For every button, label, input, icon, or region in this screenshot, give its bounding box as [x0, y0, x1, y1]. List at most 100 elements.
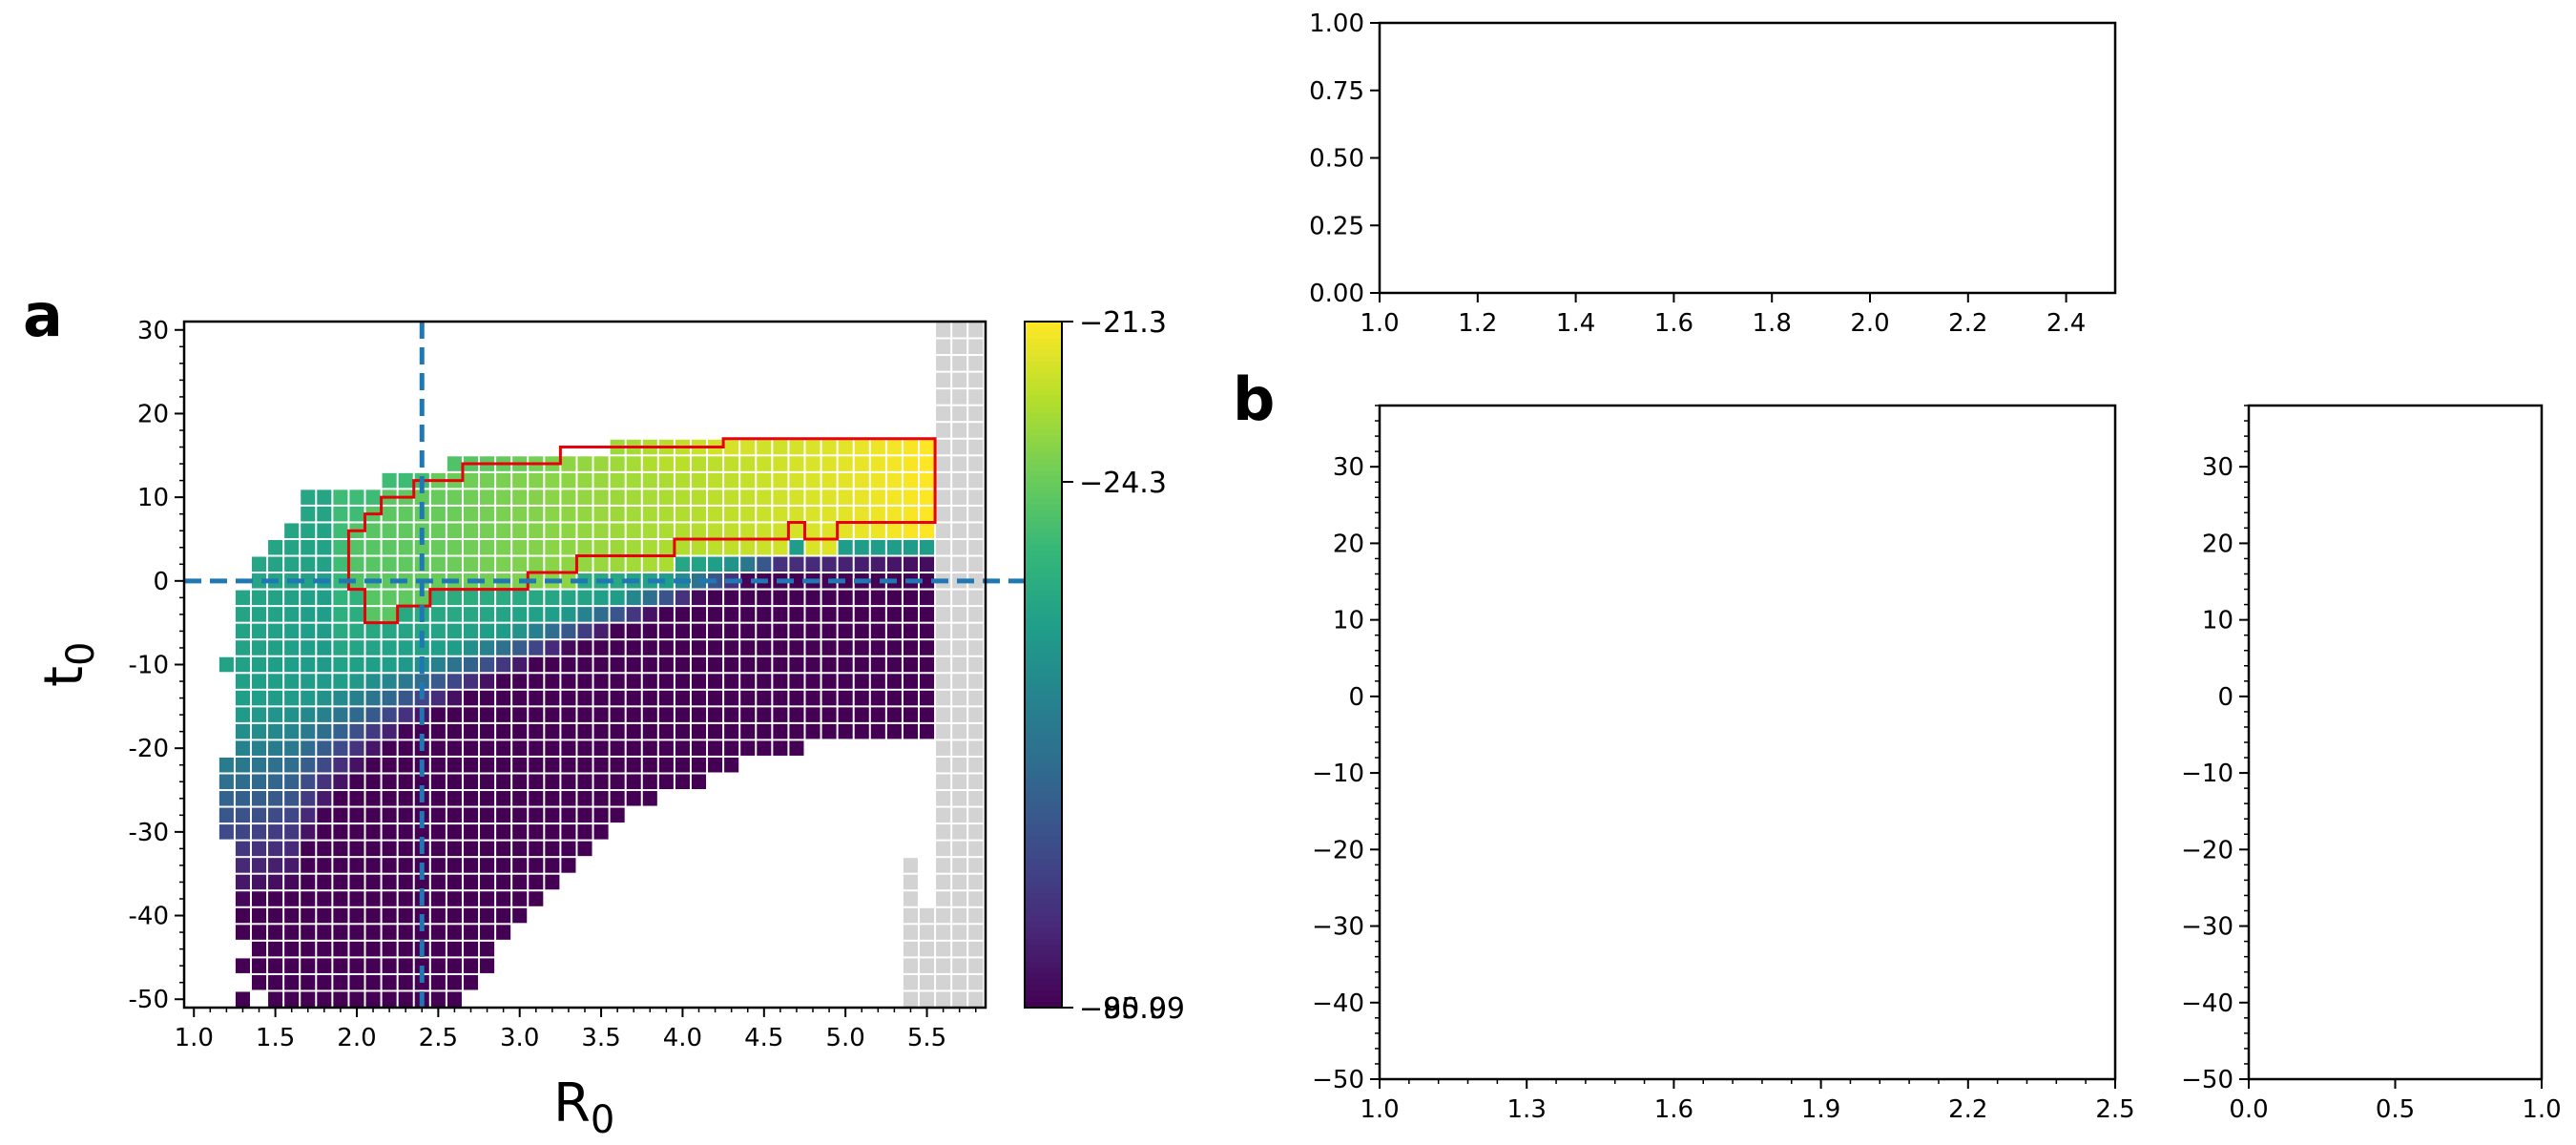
- heatmap-cell: [349, 774, 364, 790]
- heatmap-cell: [757, 640, 772, 656]
- heatmap-cell: [301, 740, 316, 756]
- heatmap-cell: [610, 472, 625, 489]
- unavailable-cell: [936, 556, 951, 572]
- colorbar-segment: [1025, 578, 1062, 586]
- heatmap-cell: [658, 656, 674, 673]
- heatmap-cell: [870, 556, 885, 572]
- x-axis-label: R0: [553, 1072, 614, 1142]
- heatmap-cell: [854, 472, 869, 489]
- unavailable-cell: [968, 723, 984, 739]
- heatmap-cell: [903, 439, 918, 455]
- heatmap-cell: [691, 506, 707, 522]
- heatmap-cell: [447, 858, 462, 873]
- heatmap-cell: [626, 590, 641, 606]
- heatmap-cell: [821, 556, 837, 572]
- unavailable-cell: [968, 807, 984, 823]
- heatmap-cell: [512, 841, 528, 857]
- heatmap-cell: [463, 925, 479, 940]
- heatmap-cell: [512, 590, 528, 606]
- colorbar-segment: [1025, 447, 1062, 454]
- heatmap-cell: [382, 925, 397, 940]
- heatmap-cell: [480, 472, 495, 489]
- heatmap-cell: [382, 640, 397, 656]
- heatmap-cell: [317, 489, 332, 505]
- heatmap-cell: [789, 472, 804, 489]
- x-tick-label: 0.5: [2376, 1095, 2415, 1124]
- heatmap-cell: [886, 656, 902, 673]
- y-tick-label: −40: [2181, 989, 2233, 1018]
- heatmap-cell: [268, 841, 283, 857]
- heatmap-cell: [447, 791, 462, 806]
- heatmap-cell: [268, 824, 283, 840]
- x-tick-label: 1.4: [1556, 309, 1595, 338]
- heatmap-cell: [920, 573, 935, 589]
- heatmap-cell: [545, 674, 560, 689]
- heatmap-cell: [561, 858, 576, 873]
- heatmap-cell: [398, 607, 413, 622]
- colorbar-segment: [1025, 607, 1062, 614]
- heatmap-cell: [675, 640, 690, 656]
- heatmap-cell: [740, 607, 756, 622]
- heatmap-cell: [480, 674, 495, 689]
- heatmap-cell: [349, 556, 364, 572]
- heatmap-cell: [920, 456, 935, 471]
- heatmap-cell: [740, 690, 756, 706]
- heatmap-cell: [252, 740, 267, 756]
- heatmap-cell: [708, 640, 723, 656]
- heatmap-cell: [447, 974, 462, 990]
- axes-frame: [2247, 404, 2544, 1081]
- heatmap-cell: [414, 489, 429, 505]
- y-tick-label: 20: [2202, 530, 2233, 558]
- heatmap-cell: [317, 607, 332, 622]
- heatmap-cell: [626, 640, 641, 656]
- heatmap-cell: [252, 623, 267, 639]
- heatmap-cell: [463, 690, 479, 706]
- heatmap-cell: [757, 456, 772, 471]
- heatmap-cell: [708, 539, 723, 555]
- heatmap-cell: [724, 607, 739, 622]
- heatmap-cell: [333, 523, 348, 538]
- heatmap-cell: [691, 690, 707, 706]
- unavailable-cell: [952, 891, 967, 906]
- unavailable-cell: [968, 523, 984, 538]
- heatmap-cell: [886, 556, 902, 572]
- heatmap-cell: [284, 941, 300, 957]
- heatmap-cell: [642, 539, 657, 555]
- heatmap-cell: [658, 707, 674, 722]
- heatmap-cell: [545, 489, 560, 505]
- colorbar-segment: [1025, 853, 1062, 861]
- heatmap-cell: [773, 523, 788, 538]
- unavailable-cell: [920, 925, 935, 940]
- heatmap-cell: [447, 506, 462, 522]
- heatmap-cell: [284, 841, 300, 857]
- colorbar-segment: [1025, 510, 1062, 517]
- y-tick-label: 20: [1333, 530, 1364, 558]
- heatmap-cell: [805, 506, 821, 522]
- heatmap-cell: [398, 824, 413, 840]
- heatmap-cell: [382, 539, 397, 555]
- heatmap-cell: [480, 573, 495, 589]
- unavailable-cell: [952, 723, 967, 739]
- heatmap-cell: [349, 841, 364, 857]
- heatmap-cell: [382, 907, 397, 924]
- heatmap-cell: [512, 757, 528, 773]
- heatmap-cell: [398, 690, 413, 706]
- unavailable-cell: [968, 858, 984, 873]
- colorbar-segment: [1025, 779, 1062, 786]
- heatmap-cell: [284, 858, 300, 873]
- heatmap-cell: [463, 539, 479, 555]
- heatmap-cell: [301, 690, 316, 706]
- heatmap-cell: [463, 472, 479, 489]
- heatmap-cell: [512, 891, 528, 906]
- heatmap-cell: [773, 640, 788, 656]
- heatmap-cell: [577, 674, 592, 689]
- heatmap-cell: [480, 640, 495, 656]
- heatmap-cell: [284, 774, 300, 790]
- colorbar-segment: [1025, 653, 1062, 660]
- colorbar-segment: [1025, 395, 1062, 403]
- unavailable-cell: [952, 539, 967, 555]
- colorbar-segment: [1025, 487, 1062, 494]
- unavailable-cell: [968, 590, 984, 606]
- colorbar-tick-label: −24.3: [1079, 467, 1167, 500]
- heatmap-cell: [886, 674, 902, 689]
